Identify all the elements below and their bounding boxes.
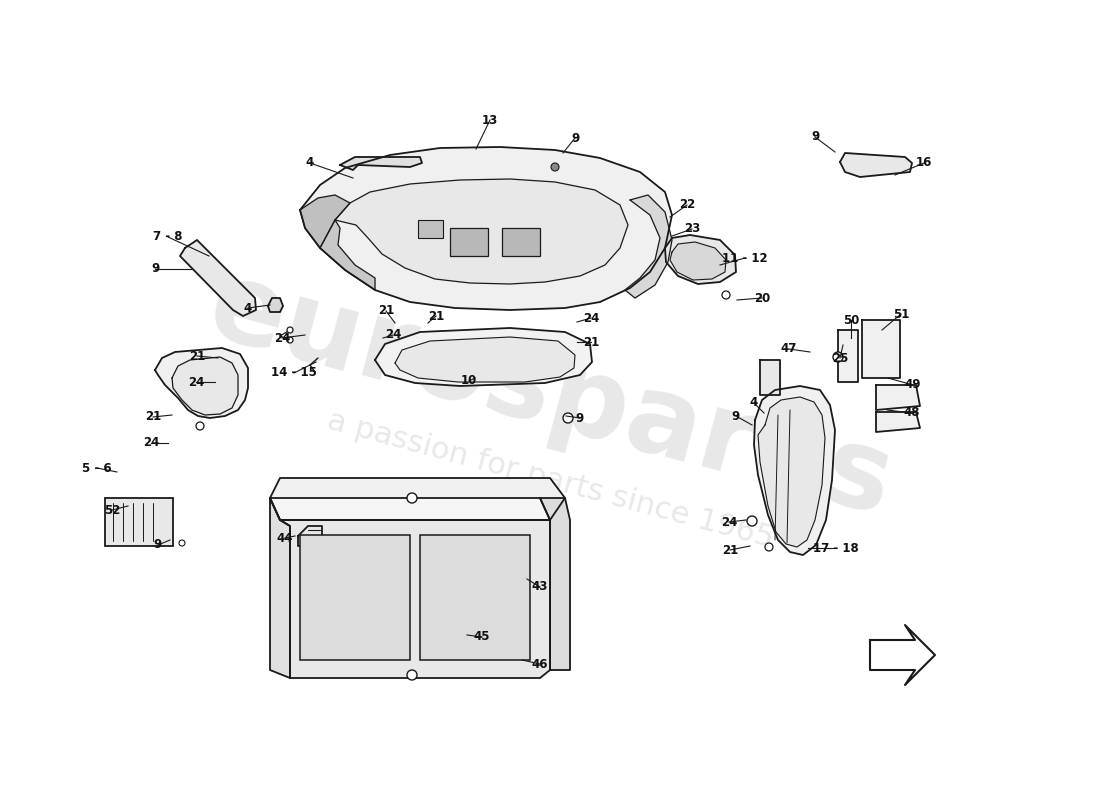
- Text: 49: 49: [904, 378, 922, 391]
- Text: 45: 45: [474, 630, 491, 643]
- Circle shape: [196, 422, 204, 430]
- Text: 48: 48: [904, 406, 921, 419]
- Text: 25: 25: [832, 351, 848, 365]
- Text: 9: 9: [576, 411, 584, 425]
- Text: 4: 4: [750, 397, 758, 410]
- Text: 9: 9: [154, 538, 162, 551]
- Text: 21: 21: [189, 350, 205, 362]
- Text: 9: 9: [811, 130, 819, 143]
- Text: 4: 4: [306, 157, 315, 170]
- Polygon shape: [270, 498, 550, 520]
- Circle shape: [747, 516, 757, 526]
- Polygon shape: [300, 147, 672, 310]
- Bar: [420, 535, 530, 660]
- Text: 24: 24: [583, 311, 600, 325]
- Text: 50: 50: [843, 314, 859, 326]
- Polygon shape: [340, 157, 422, 170]
- Text: 7 - 8: 7 - 8: [153, 230, 183, 243]
- Polygon shape: [395, 337, 575, 382]
- Polygon shape: [876, 385, 920, 410]
- Text: 9: 9: [151, 262, 160, 275]
- Text: 9: 9: [732, 410, 740, 422]
- Text: 16: 16: [916, 157, 932, 170]
- Text: 21: 21: [145, 410, 161, 423]
- Text: 13: 13: [482, 114, 498, 126]
- Polygon shape: [754, 386, 835, 555]
- Text: 23: 23: [684, 222, 700, 235]
- Text: 4: 4: [244, 302, 252, 314]
- Polygon shape: [268, 298, 283, 312]
- Text: 52: 52: [103, 503, 120, 517]
- Text: 24: 24: [274, 331, 290, 345]
- Polygon shape: [300, 195, 350, 248]
- Polygon shape: [336, 179, 628, 284]
- Bar: [300, 535, 410, 660]
- Polygon shape: [180, 240, 256, 316]
- Polygon shape: [840, 153, 912, 177]
- Polygon shape: [540, 498, 570, 670]
- Text: 24: 24: [188, 375, 205, 389]
- Text: 17 - 18: 17 - 18: [813, 542, 859, 554]
- Text: 10: 10: [461, 374, 477, 387]
- Circle shape: [764, 543, 773, 551]
- Bar: [450, 228, 488, 256]
- Circle shape: [722, 291, 730, 299]
- Text: eurospares: eurospares: [197, 252, 903, 538]
- Polygon shape: [666, 235, 736, 284]
- Circle shape: [287, 327, 293, 333]
- Text: 14 - 15: 14 - 15: [271, 366, 317, 379]
- Text: 47: 47: [781, 342, 798, 355]
- Text: 22: 22: [679, 198, 695, 211]
- Text: 5 - 6: 5 - 6: [82, 462, 112, 474]
- Circle shape: [833, 352, 843, 362]
- Circle shape: [551, 163, 559, 171]
- Text: 43: 43: [531, 581, 548, 594]
- Text: 44: 44: [277, 531, 294, 545]
- Text: 21: 21: [722, 543, 738, 557]
- Bar: [502, 228, 540, 256]
- Text: a passion for parts since 1965: a passion for parts since 1965: [323, 406, 777, 554]
- Polygon shape: [172, 357, 238, 415]
- Circle shape: [407, 493, 417, 503]
- Text: 24: 24: [720, 515, 737, 529]
- Polygon shape: [270, 498, 290, 678]
- Polygon shape: [670, 242, 726, 280]
- Text: 24: 24: [385, 329, 402, 342]
- Bar: [104, 498, 173, 546]
- Polygon shape: [760, 360, 780, 395]
- Circle shape: [287, 337, 293, 343]
- Polygon shape: [862, 320, 900, 378]
- Text: 21: 21: [583, 335, 600, 349]
- Polygon shape: [838, 330, 858, 382]
- Text: 46: 46: [531, 658, 548, 670]
- Polygon shape: [625, 195, 672, 298]
- Polygon shape: [270, 478, 565, 520]
- Polygon shape: [155, 348, 248, 418]
- Polygon shape: [870, 625, 935, 685]
- Circle shape: [407, 670, 417, 680]
- Text: 11 - 12: 11 - 12: [723, 251, 768, 265]
- Text: 21: 21: [428, 310, 444, 322]
- Circle shape: [563, 413, 573, 423]
- Text: 24: 24: [143, 437, 160, 450]
- Polygon shape: [758, 397, 825, 547]
- Text: 20: 20: [754, 291, 770, 305]
- Polygon shape: [876, 412, 920, 432]
- Polygon shape: [375, 328, 592, 386]
- Polygon shape: [320, 220, 375, 290]
- Polygon shape: [280, 520, 550, 678]
- Bar: [418, 220, 443, 238]
- Text: 21: 21: [378, 305, 394, 318]
- Text: 9: 9: [571, 131, 579, 145]
- Text: 51: 51: [893, 307, 910, 321]
- Circle shape: [179, 540, 185, 546]
- Polygon shape: [298, 526, 322, 554]
